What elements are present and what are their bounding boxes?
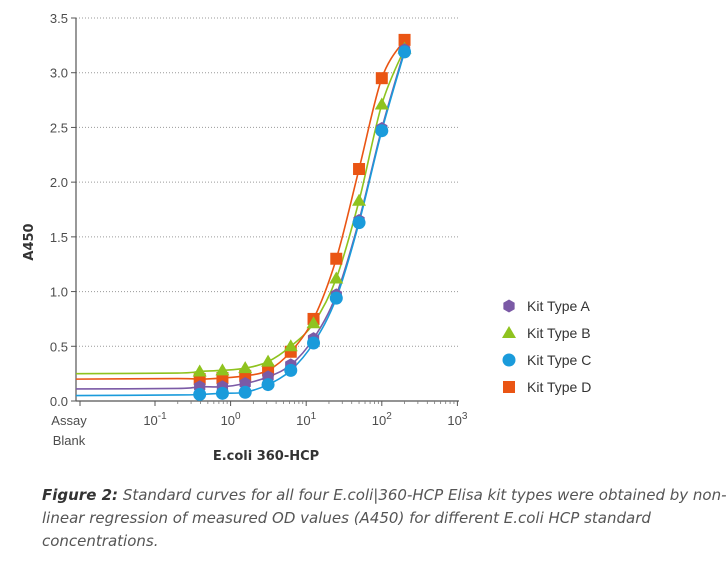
data-point [192, 364, 207, 377]
legend-label: Kit Type C [527, 352, 591, 368]
legend: Kit Type A Kit Type B Kit Type C Kit Type D [502, 298, 591, 395]
data-point [238, 361, 253, 374]
data-point [374, 97, 389, 110]
legend-marker [503, 299, 515, 313]
data-point [215, 386, 229, 400]
data-point [375, 124, 389, 138]
data-point [261, 378, 275, 392]
data-point [238, 385, 252, 399]
y-tick-label: 2.0 [50, 175, 68, 190]
data-point [375, 72, 388, 85]
y-tick-label: 1.5 [50, 230, 68, 245]
data-point [261, 354, 276, 367]
axes [75, 18, 459, 402]
data-point [284, 363, 298, 377]
y-tick-label: 0.5 [50, 339, 68, 354]
x-tick-label: 101 [296, 411, 316, 428]
data-point [307, 336, 321, 350]
legend-label: Kit Type D [527, 379, 591, 395]
data-point [353, 163, 366, 176]
x-tick-label: 103 [447, 411, 467, 428]
data-point [193, 387, 207, 401]
x-axis-ticks: Assay Blank 10-1 100 101 102 103 [51, 401, 468, 448]
y-tick-label: 3.5 [50, 11, 68, 26]
x-tick-label-line2: Blank [53, 433, 86, 448]
data-point [352, 216, 366, 230]
legend-marker [502, 353, 516, 367]
x-tick-label: 102 [372, 411, 392, 428]
legend-marker [502, 326, 516, 338]
x-tick-label: 10-1 [143, 411, 167, 428]
y-tick-label: 2.5 [50, 120, 68, 135]
figure-caption: Figure 2: Standard curves for all four E… [42, 484, 728, 553]
y-tick-label: 1.0 [50, 285, 68, 300]
fit-curve [75, 39, 406, 380]
x-tick-label: Assay [51, 413, 87, 428]
grid-lines [76, 17, 459, 347]
y-axis-title: A450 [22, 223, 37, 260]
data-point [329, 291, 343, 305]
y-tick-label: 0.0 [50, 394, 68, 409]
y-axis-ticks: 0.0 0.5 1.0 1.5 2.0 2.5 3.0 3.5 [50, 11, 76, 409]
legend-label: Kit Type B [527, 325, 591, 341]
legend-marker [503, 381, 515, 393]
data-point [329, 271, 344, 284]
data-point [330, 252, 343, 265]
standard-curve-chart: 0.0 0.5 1.0 1.5 2.0 2.5 3.0 3.5 Assay Blank 10-1 1… [22, 11, 591, 464]
data-point [283, 339, 298, 352]
data-point [398, 33, 411, 46]
x-axis-title: E.coli 360-HCP [213, 449, 319, 464]
data-point [215, 363, 230, 376]
caption-text: Standard curves for all four E.coli|360-… [42, 486, 727, 550]
data-point [352, 193, 367, 206]
x-tick-label: 100 [221, 411, 241, 428]
caption-label: Figure 2: [42, 486, 119, 504]
data-point [398, 45, 412, 59]
fit-curve [75, 48, 406, 375]
y-tick-label: 3.0 [50, 66, 68, 81]
data-points [192, 33, 412, 401]
data-point [306, 316, 321, 329]
legend-label: Kit Type A [527, 298, 590, 314]
